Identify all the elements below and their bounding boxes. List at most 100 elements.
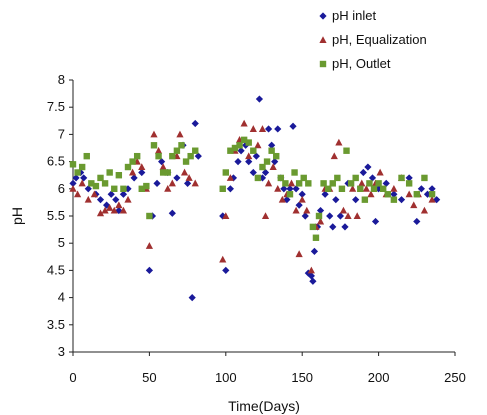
- data-point: [357, 185, 364, 192]
- data-point: [173, 174, 181, 182]
- data-points: [69, 95, 441, 302]
- data-point: [305, 180, 312, 187]
- y-tick-label: 4.5: [47, 262, 65, 277]
- data-point: [133, 152, 141, 160]
- data-point: [164, 185, 172, 192]
- data-point: [398, 174, 405, 182]
- series-0: [69, 95, 441, 302]
- data-point: [423, 190, 432, 198]
- data-point: [353, 212, 361, 219]
- y-tick-label: 3: [58, 344, 65, 359]
- data-point: [180, 168, 189, 176]
- x-tick-label: 250: [444, 370, 466, 385]
- data-point: [84, 185, 92, 193]
- legend: pH inlet pH, Equalization pH, Outlet: [319, 8, 427, 71]
- data-point: [428, 191, 436, 198]
- data-point: [364, 163, 372, 171]
- data-point: [194, 152, 202, 160]
- data-point: [375, 185, 383, 193]
- data-point: [78, 163, 86, 171]
- data-point: [159, 169, 167, 176]
- data-point: [287, 179, 296, 187]
- data-point: [78, 179, 86, 187]
- data-point: [339, 206, 348, 214]
- data-point: [124, 195, 132, 203]
- data-point: [292, 185, 300, 193]
- data-point: [330, 152, 338, 160]
- data-point: [289, 122, 297, 130]
- data-point: [268, 147, 275, 154]
- data-point: [115, 172, 123, 179]
- data-point: [320, 180, 327, 187]
- data-point: [88, 180, 95, 187]
- data-point: [120, 185, 127, 192]
- data-point: [343, 147, 350, 154]
- data-point: [254, 174, 262, 182]
- data-point: [143, 182, 150, 190]
- data-point: [101, 180, 109, 187]
- y-tick-label: 8: [58, 72, 65, 87]
- data-point: [390, 190, 398, 198]
- data-point: [405, 174, 413, 182]
- data-point: [390, 185, 398, 192]
- data-point: [145, 242, 153, 249]
- data-point: [352, 174, 359, 182]
- data-point: [129, 158, 136, 165]
- data-point: [130, 174, 138, 182]
- data-point: [240, 136, 248, 144]
- data-point: [169, 152, 176, 160]
- data-point: [159, 163, 167, 171]
- data-point: [263, 158, 271, 165]
- data-point: [168, 209, 176, 217]
- data-point: [349, 185, 357, 192]
- data-point: [310, 247, 319, 255]
- data-point: [344, 212, 352, 219]
- data-point: [119, 206, 128, 214]
- data-point: [361, 196, 369, 203]
- data-point: [286, 185, 294, 193]
- data-point: [264, 179, 273, 187]
- data-point: [222, 169, 229, 176]
- data-point: [420, 206, 429, 214]
- data-point: [112, 196, 120, 204]
- data-point: [128, 168, 137, 176]
- data-point: [110, 206, 118, 214]
- data-point: [73, 190, 82, 198]
- data-point: [298, 190, 306, 198]
- data-point: [155, 152, 162, 160]
- data-point: [280, 185, 288, 193]
- data-point: [173, 147, 181, 154]
- data-point: [264, 125, 273, 133]
- data-point: [338, 185, 346, 192]
- data-point: [307, 272, 315, 280]
- data-point: [107, 190, 115, 198]
- data-point: [219, 255, 227, 263]
- data-point: [366, 180, 373, 187]
- y-tick-label: 7.5: [47, 99, 65, 114]
- data-point: [188, 294, 196, 302]
- data-point: [384, 191, 391, 198]
- data-point: [316, 206, 325, 215]
- data-point: [390, 196, 398, 203]
- data-point: [428, 195, 436, 203]
- data-point: [222, 212, 230, 219]
- data-point: [292, 206, 300, 214]
- data-point: [295, 201, 303, 209]
- data-point: [300, 174, 307, 182]
- data-point: [146, 212, 153, 220]
- legend-label: pH, Equalization: [332, 32, 427, 47]
- data-point: [226, 185, 234, 193]
- data-point: [298, 195, 306, 203]
- data-point: [261, 212, 270, 219]
- data-point: [347, 180, 355, 187]
- legend-marker: [319, 36, 327, 43]
- data-point: [295, 250, 303, 258]
- data-point: [362, 185, 370, 192]
- data-point: [405, 180, 413, 187]
- data-point: [187, 152, 194, 160]
- data-point: [69, 179, 77, 187]
- y-tick-label: 6.5: [47, 154, 65, 169]
- data-point: [359, 168, 367, 177]
